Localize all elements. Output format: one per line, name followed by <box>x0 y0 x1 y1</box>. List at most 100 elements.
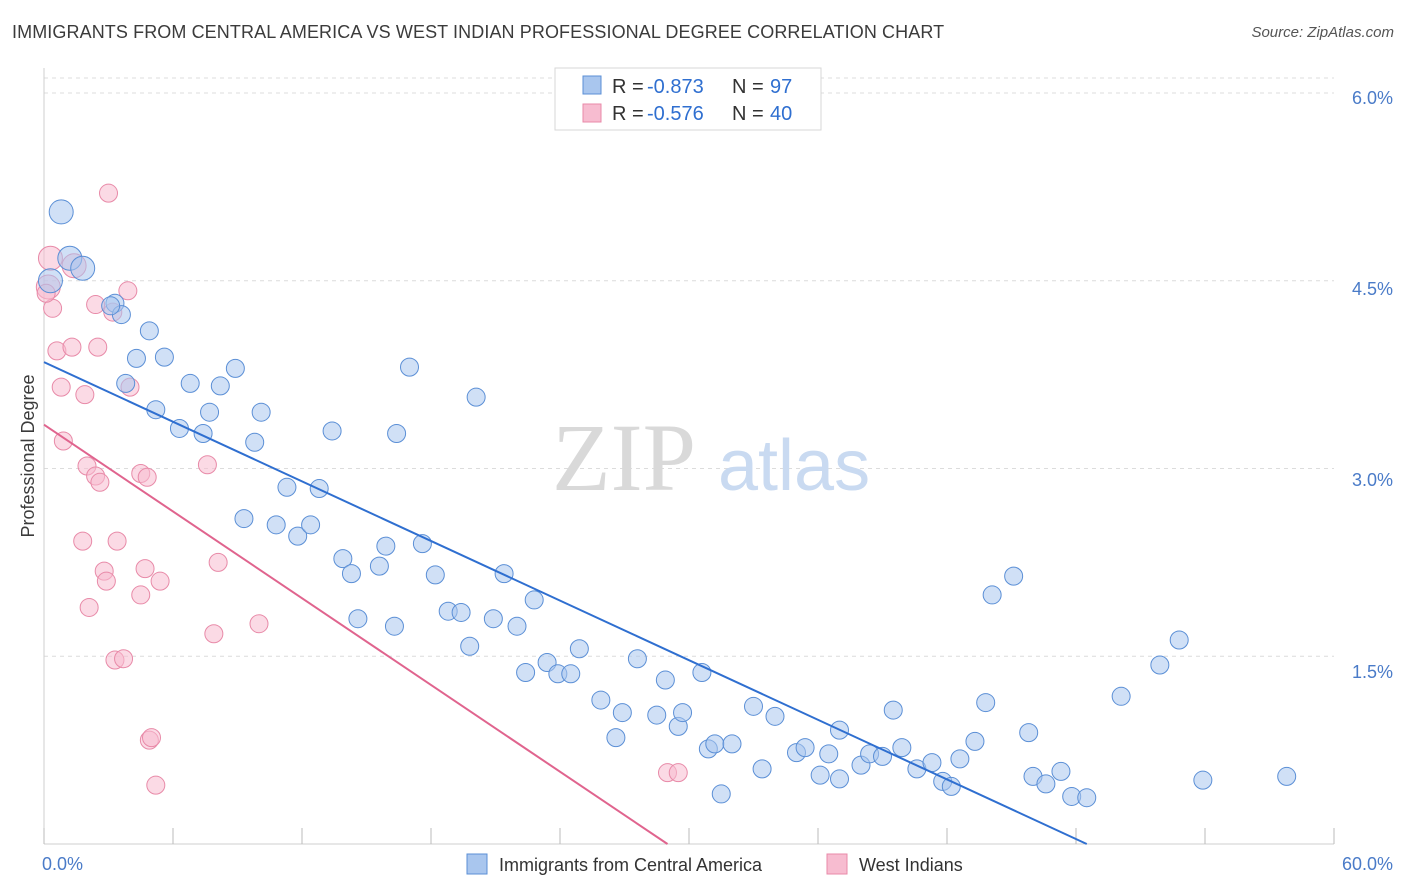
data-point <box>668 763 688 783</box>
data-point <box>154 347 174 367</box>
data-point <box>425 565 445 585</box>
y-tick-label: 3.0% <box>1352 470 1393 490</box>
data-point <box>483 609 503 629</box>
data-point <box>348 609 368 629</box>
data-point <box>1036 774 1056 794</box>
data-point <box>451 602 471 622</box>
data-point <box>705 734 725 754</box>
data-point <box>200 402 220 422</box>
data-point <box>88 337 108 357</box>
data-point <box>819 744 839 764</box>
data-point <box>795 738 815 758</box>
data-point <box>369 556 389 576</box>
data-point <box>460 636 480 656</box>
data-point <box>126 348 146 368</box>
data-point <box>210 376 230 396</box>
legend-n-value: 97 <box>770 76 792 98</box>
data-point <box>107 531 127 551</box>
chart-title: IMMIGRANTS FROM CENTRAL AMERICA VS WEST … <box>12 22 945 42</box>
west-indians-points <box>35 183 688 795</box>
data-point <box>62 337 82 357</box>
data-point <box>524 590 544 610</box>
y-tick-labels: 1.5% 3.0% 4.5% 6.0% <box>1352 88 1393 682</box>
data-point <box>37 268 63 294</box>
data-point <box>941 776 961 796</box>
data-point <box>1051 761 1071 781</box>
data-point <box>591 690 611 710</box>
data-point <box>384 616 404 636</box>
data-point <box>1150 655 1170 675</box>
data-point <box>135 559 155 579</box>
data-point <box>722 734 742 754</box>
data-point <box>1277 766 1297 786</box>
legend-r-value: -0.576 <box>647 103 704 125</box>
data-point <box>96 571 116 591</box>
data-point <box>225 358 245 378</box>
data-point <box>150 571 170 591</box>
data-point <box>976 693 996 713</box>
data-point <box>70 255 96 281</box>
series-legend-label: West Indians <box>859 855 963 875</box>
data-point <box>744 696 763 716</box>
data-point <box>301 515 321 535</box>
data-point <box>466 387 486 407</box>
data-point <box>131 585 151 605</box>
x-tick-label-left: 0.0% <box>42 854 83 874</box>
data-point <box>711 784 731 804</box>
data-point <box>765 706 785 726</box>
series-legend: Immigrants from Central America West Ind… <box>466 853 963 875</box>
data-point <box>53 431 73 451</box>
x-ticks <box>43 828 1335 844</box>
central-america-trend-line <box>43 361 1088 845</box>
data-point <box>830 769 849 789</box>
y-tick-label: 6.0% <box>1352 88 1393 108</box>
legend-n-value: 40 <box>770 103 792 125</box>
data-point <box>249 614 269 634</box>
data-point <box>810 765 830 785</box>
data-point <box>673 703 693 723</box>
data-point <box>647 705 667 725</box>
data-point <box>75 385 95 405</box>
watermark-atlas: atlas <box>718 426 870 506</box>
data-point <box>90 472 110 492</box>
data-point <box>51 377 71 397</box>
data-point <box>507 616 527 636</box>
watermark-zip: ZIP <box>552 404 696 511</box>
data-point <box>142 728 161 748</box>
data-point <box>950 749 970 769</box>
data-point <box>79 597 99 617</box>
data-point <box>387 423 407 443</box>
correlation-legend: R = -0.873 N = 97 R = -0.576 N = 40 <box>554 67 822 131</box>
data-point <box>197 455 217 475</box>
series-legend-swatch-pink <box>826 853 848 875</box>
legend-swatch-blue <box>582 75 602 95</box>
data-point <box>516 663 536 683</box>
data-point <box>752 759 772 779</box>
data-point <box>208 552 228 572</box>
data-point <box>277 477 297 497</box>
data-point <box>883 700 903 720</box>
data-point <box>1004 566 1024 586</box>
legend-n-label: N = <box>732 76 764 98</box>
legend-n-label: N = <box>732 103 764 125</box>
data-point <box>569 639 589 659</box>
legend-r-label: R = <box>612 103 644 125</box>
x-tick-label-right: 60.0% <box>1342 854 1393 874</box>
data-point <box>333 549 353 569</box>
data-point <box>73 531 93 551</box>
data-point <box>234 509 254 529</box>
data-point <box>116 373 136 393</box>
data-point <box>118 281 138 301</box>
data-point <box>561 664 581 684</box>
central-america-points <box>37 199 1297 808</box>
data-point <box>655 670 675 690</box>
data-point <box>266 515 286 535</box>
data-point <box>146 775 166 795</box>
data-point <box>612 703 632 723</box>
data-point <box>204 624 224 644</box>
data-point <box>341 564 361 584</box>
data-point <box>251 402 271 422</box>
series-legend-swatch-blue <box>466 853 488 875</box>
data-point <box>376 536 396 556</box>
